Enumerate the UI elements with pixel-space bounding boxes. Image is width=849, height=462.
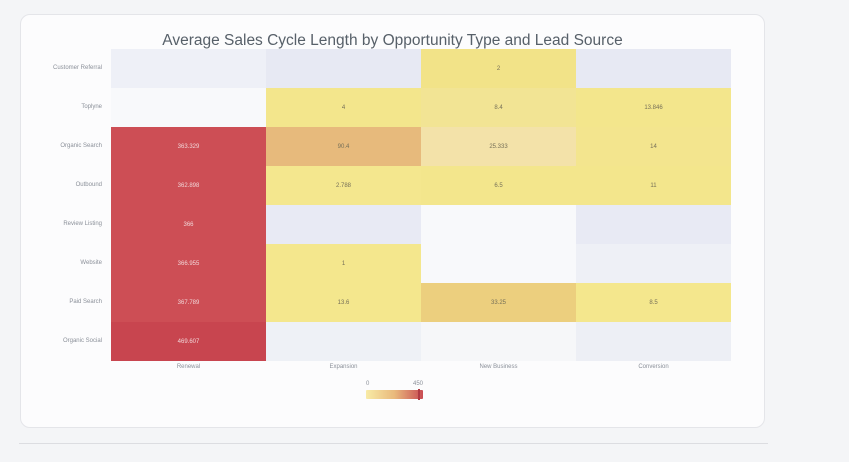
heatmap-cell[interactable] (576, 244, 731, 283)
bottom-divider (19, 443, 768, 444)
heatmap-cell[interactable]: 11 (576, 166, 731, 205)
legend-min-label: 0 (366, 381, 370, 387)
row-label: Organic Search (60, 143, 102, 149)
heatmap: 2 4 8.4 13.846 363.329 90.4 25.333 14 362.898 2.7… (111, 49, 731, 361)
row-label: Review Listing (63, 221, 102, 227)
heatmap-cell[interactable]: 363.329 (111, 127, 266, 166)
chart-card: Average Sales Cycle Length by Opportunit… (20, 14, 765, 428)
column-label: Conversion (638, 364, 669, 370)
heatmap-cell[interactable]: 13.6 (266, 283, 421, 322)
heatmap-cell[interactable] (266, 322, 421, 361)
chart-title: Average Sales Cycle Length by Opportunit… (162, 32, 623, 49)
heatmap-cell[interactable]: 366 (111, 205, 266, 244)
row-label: Customer Referral (52, 65, 102, 71)
heatmap-cell[interactable]: 4 (266, 88, 421, 127)
heatmap-cell[interactable]: 6.5 (421, 166, 576, 205)
y-axis-labels: Customer Referral Toplyne Organic Search Ou… (21, 49, 107, 361)
legend-gradient-bar[interactable] (366, 389, 423, 400)
heatmap-cell[interactable] (576, 49, 731, 88)
legend-marker (417, 389, 420, 400)
heatmap-cell[interactable]: 2 (421, 49, 576, 88)
column-label: Renewal (176, 364, 201, 370)
row-label: Paid Search (69, 299, 102, 305)
heatmap-cell[interactable] (576, 322, 731, 361)
heatmap-cell[interactable]: 366.955 (111, 244, 266, 283)
heatmap-cell[interactable] (111, 88, 266, 127)
heatmap-cell[interactable]: 8.5 (576, 283, 731, 322)
heatmap-cell[interactable]: 13.846 (576, 88, 731, 127)
heatmap-cell[interactable]: 90.4 (266, 127, 421, 166)
heatmap-cell[interactable] (111, 49, 266, 88)
heatmap-cell[interactable]: 2.788 (266, 166, 421, 205)
heatmap-cell[interactable]: 362.898 (111, 166, 266, 205)
heatmap-cell[interactable]: 1 (266, 244, 421, 283)
legend-max-label: 450 (412, 381, 423, 387)
heatmap-cell[interactable] (576, 205, 731, 244)
row-label: Outbound (75, 182, 102, 188)
heatmap-cell[interactable]: 367.789 (111, 283, 266, 322)
row-label: Organic Social (62, 338, 102, 344)
heatmap-cell[interactable] (421, 205, 576, 244)
heatmap-cell[interactable]: 33.25 (421, 283, 576, 322)
heatmap-cell[interactable] (266, 49, 421, 88)
heatmap-cell[interactable]: 25.333 (421, 127, 576, 166)
heatmap-cell[interactable] (266, 205, 421, 244)
column-label: Expansion (329, 364, 358, 370)
row-label: Toplyne (81, 104, 102, 110)
heatmap-cell[interactable]: 469.607 (111, 322, 266, 361)
heatmap-cell[interactable]: 14 (576, 127, 731, 166)
heatmap-cell[interactable]: 8.4 (421, 88, 576, 127)
x-axis-labels: Renewal Expansion New Business Conversion (111, 364, 731, 370)
heatmap-cell[interactable] (421, 322, 576, 361)
row-label: Website (80, 260, 102, 266)
heatmap-cell[interactable] (421, 244, 576, 283)
color-legend: 0 450 (366, 381, 423, 400)
column-label: New Business (479, 364, 518, 370)
